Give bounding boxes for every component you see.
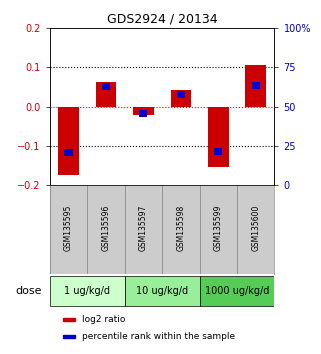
Bar	[96, 82, 116, 107]
Bar	[246, 65, 266, 107]
Bar	[162, 185, 200, 274]
Text: GSM135600: GSM135600	[251, 205, 260, 251]
Bar	[102, 84, 110, 91]
Bar	[125, 276, 200, 306]
Text: 1000 ug/kg/d: 1000 ug/kg/d	[205, 286, 269, 296]
Text: percentile rank within the sample: percentile rank within the sample	[82, 332, 235, 341]
Bar	[252, 81, 260, 88]
Bar	[63, 318, 75, 321]
Bar	[58, 107, 79, 175]
Text: GSM135595: GSM135595	[64, 205, 73, 251]
Text: GSM135596: GSM135596	[101, 205, 110, 251]
Bar	[50, 276, 125, 306]
Bar	[237, 185, 274, 274]
Bar	[177, 91, 185, 98]
Bar	[170, 90, 191, 107]
Bar	[64, 149, 73, 156]
Bar	[133, 107, 154, 115]
Bar	[139, 110, 147, 117]
Title: GDS2924 / 20134: GDS2924 / 20134	[107, 13, 217, 26]
Text: 1 ug/kg/d: 1 ug/kg/d	[64, 286, 110, 296]
Bar	[50, 185, 87, 274]
Bar	[63, 335, 75, 338]
Bar	[200, 276, 274, 306]
Text: GSM135599: GSM135599	[214, 205, 223, 251]
Text: 10 ug/kg/d: 10 ug/kg/d	[136, 286, 188, 296]
Bar	[214, 148, 222, 155]
Bar	[208, 107, 229, 167]
Text: dose: dose	[15, 286, 41, 296]
Text: log2 ratio: log2 ratio	[82, 315, 126, 324]
Text: GSM135597: GSM135597	[139, 205, 148, 251]
Bar	[125, 185, 162, 274]
Bar	[87, 185, 125, 274]
Bar	[200, 185, 237, 274]
Text: GSM135598: GSM135598	[176, 205, 185, 251]
